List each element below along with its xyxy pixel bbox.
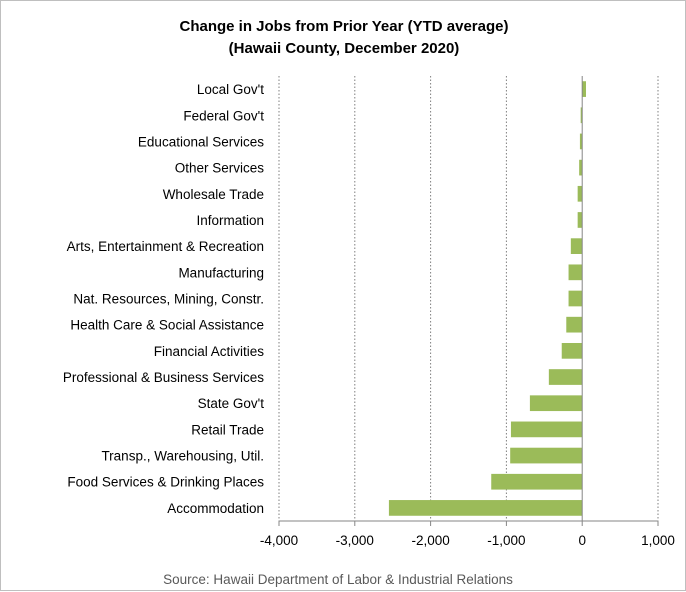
bar bbox=[388, 500, 583, 516]
x-tick-label: 1,000 bbox=[641, 533, 675, 548]
x-tick-label: -1,000 bbox=[487, 533, 525, 548]
bar bbox=[568, 264, 583, 281]
category-label: State Gov't bbox=[198, 396, 265, 411]
category-label: Arts, Entertainment & Recreation bbox=[67, 239, 264, 254]
category-label: Wholesale Trade bbox=[163, 187, 264, 202]
category-label: Federal Gov't bbox=[183, 108, 264, 123]
bar bbox=[510, 447, 583, 464]
category-label: Financial Activities bbox=[154, 344, 265, 359]
gridlines bbox=[278, 76, 659, 521]
bar bbox=[580, 107, 583, 124]
bar bbox=[582, 81, 586, 97]
category-label: Manufacturing bbox=[178, 265, 264, 280]
bar bbox=[570, 238, 583, 254]
category-label: Nat. Resources, Mining, Constr. bbox=[73, 292, 264, 307]
x-tick-label: 0 bbox=[578, 533, 586, 548]
category-label: Retail Trade bbox=[191, 422, 264, 437]
category-label: Other Services bbox=[175, 161, 265, 176]
chart-title-line-2: (Hawaii County, December 2020) bbox=[229, 40, 460, 57]
category-label: Transp., Warehousing, Util. bbox=[101, 449, 264, 464]
bar bbox=[579, 133, 583, 150]
bar bbox=[491, 473, 583, 490]
x-axis: -4,000 -3,000 -2,000 -1,000 0 1,000 bbox=[260, 76, 675, 548]
bar bbox=[529, 395, 583, 412]
category-label: Health Care & Social Assistance bbox=[70, 318, 264, 333]
bar bbox=[566, 316, 583, 333]
bar bbox=[579, 159, 583, 176]
category-label: Accommodation bbox=[167, 501, 264, 516]
category-label: Educational Services bbox=[138, 134, 264, 149]
x-tick-label: -4,000 bbox=[260, 533, 298, 548]
chart-title-line-1: Change in Jobs from Prior Year (YTD aver… bbox=[180, 18, 509, 35]
category-label: Information bbox=[196, 213, 264, 228]
category-labels: Local Gov't Federal Gov't Educational Serv… bbox=[63, 82, 264, 516]
bar bbox=[577, 185, 583, 202]
bar bbox=[568, 290, 583, 307]
category-label: Professional & Business Services bbox=[63, 370, 264, 385]
bar bbox=[548, 369, 583, 385]
bar bbox=[561, 343, 583, 359]
bar bbox=[577, 212, 583, 228]
source-note: Source: Hawaii Department of Labor & Ind… bbox=[163, 572, 513, 587]
x-tick-label: -2,000 bbox=[411, 533, 449, 548]
x-tick-label: -3,000 bbox=[336, 533, 374, 548]
category-label: Local Gov't bbox=[197, 82, 264, 97]
bar bbox=[510, 421, 583, 438]
category-label: Food Services & Drinking Places bbox=[67, 475, 264, 490]
bars bbox=[388, 81, 586, 516]
